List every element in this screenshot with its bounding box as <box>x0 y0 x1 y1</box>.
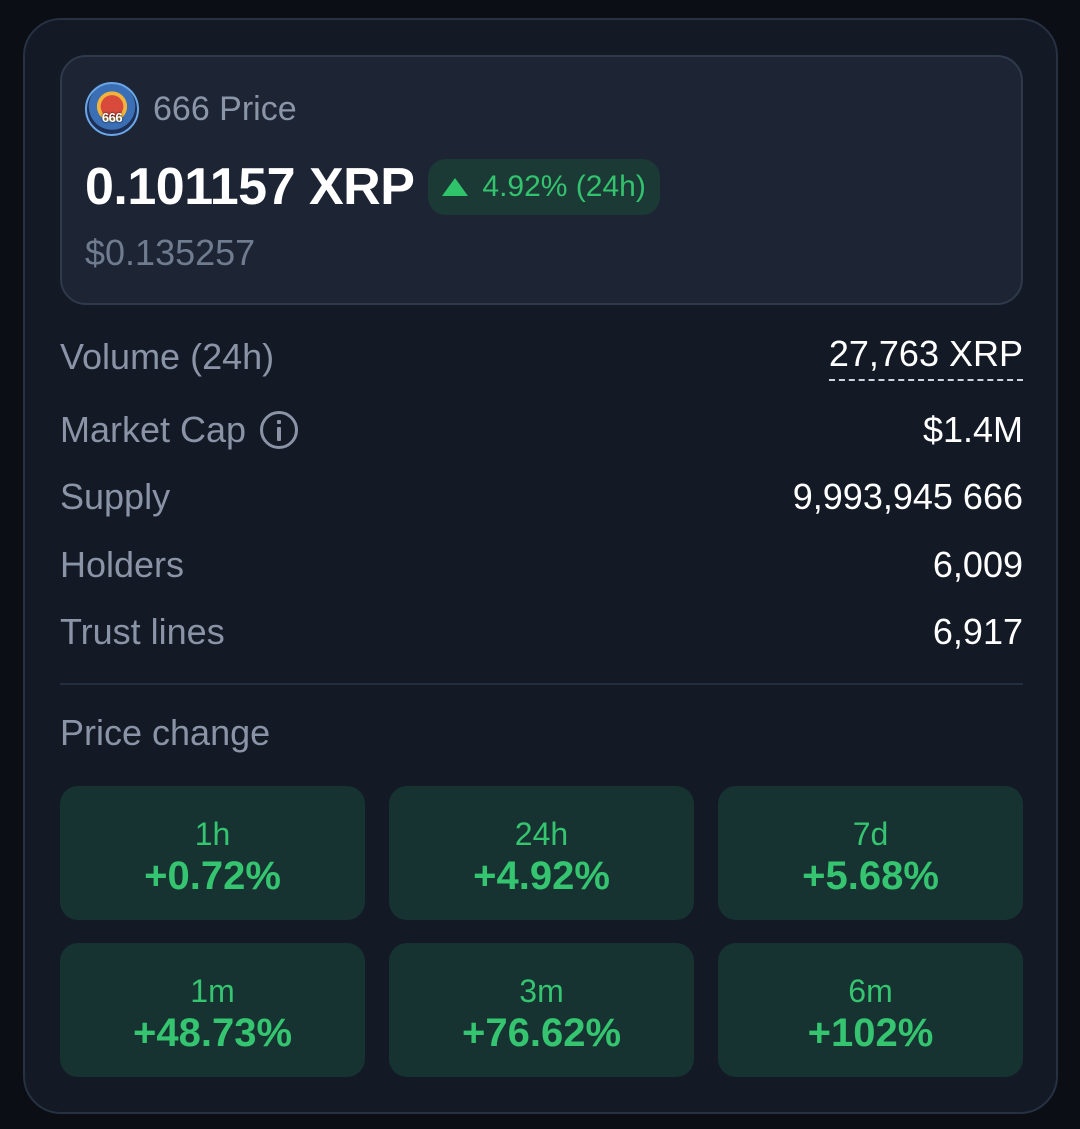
change-24h-badge: 4.92% (24h) <box>428 159 660 215</box>
price-xrp: 0.101157 XRP <box>85 158 415 216</box>
price-change-tile-6m: 6m +102% <box>718 943 1023 1077</box>
price-summary: 666 666 Price 0.101157 XRP 4.92% (24h) $… <box>60 55 1023 305</box>
stat-row-holders: Holders 6,009 <box>60 540 1023 590</box>
token-price-label: 666 Price <box>153 89 297 128</box>
change-period: 24h <box>514 816 569 852</box>
stat-label: Holders <box>60 544 185 585</box>
price-change-tile-1h: 1h +0.72% <box>60 786 365 920</box>
change-value: +5.68% <box>802 854 939 898</box>
change-period: 1h <box>194 816 231 852</box>
trust-lines-value: 6,917 <box>932 611 1023 652</box>
stat-label: Market Cap <box>60 409 247 450</box>
price-change-tile-3m: 3m +76.62% <box>389 943 694 1077</box>
price-change-tile-7d: 7d +5.68% <box>718 786 1023 920</box>
change-value: +76.62% <box>461 1011 622 1055</box>
divider <box>60 683 1023 685</box>
change-24h-value: 4.92% (24h) <box>482 170 646 203</box>
price-row: 0.101157 XRP 4.92% (24h) <box>85 157 660 217</box>
change-period: 1m <box>190 973 235 1009</box>
change-period: 6m <box>848 973 893 1009</box>
stat-row-market-cap: Market Cap $1.4M <box>60 405 1023 455</box>
price-change-title: Price change <box>60 712 271 753</box>
change-value: +0.72% <box>144 854 281 898</box>
change-value: +4.92% <box>473 854 610 898</box>
price-change-tile-24h: 24h +4.92% <box>389 786 694 920</box>
change-value: +102% <box>807 1011 934 1055</box>
token-logo: 666 <box>85 82 139 136</box>
info-icon[interactable] <box>260 411 299 449</box>
supply-value: 9,993,945 666 <box>792 476 1023 517</box>
market-cap-value: $1.4M <box>922 409 1023 450</box>
stat-row-supply: Supply 9,993,945 666 <box>60 472 1023 522</box>
stat-label: Volume (24h) <box>60 336 275 377</box>
stat-row-trust-lines: Trust lines 6,917 <box>60 607 1023 657</box>
change-value: +48.73% <box>132 1011 293 1055</box>
change-period: 3m <box>519 973 564 1009</box>
change-period: 7d <box>852 816 889 852</box>
volume-value[interactable]: 27,763 XRP <box>828 333 1023 381</box>
stat-label: Supply <box>60 476 171 517</box>
stat-label-wrap: Market Cap <box>60 409 299 451</box>
holders-value: 6,009 <box>932 544 1023 585</box>
price-usd: $0.135257 <box>85 232 256 273</box>
price-change-tile-1m: 1m +48.73% <box>60 943 365 1077</box>
token-header: 666 666 Price <box>85 82 297 136</box>
triangle-up-icon <box>442 178 469 196</box>
stat-row-volume: Volume (24h) 27,763 XRP <box>60 332 1023 382</box>
token-price-card: 666 666 Price 0.101157 XRP 4.92% (24h) $… <box>23 18 1058 1114</box>
stat-label: Trust lines <box>60 611 225 652</box>
